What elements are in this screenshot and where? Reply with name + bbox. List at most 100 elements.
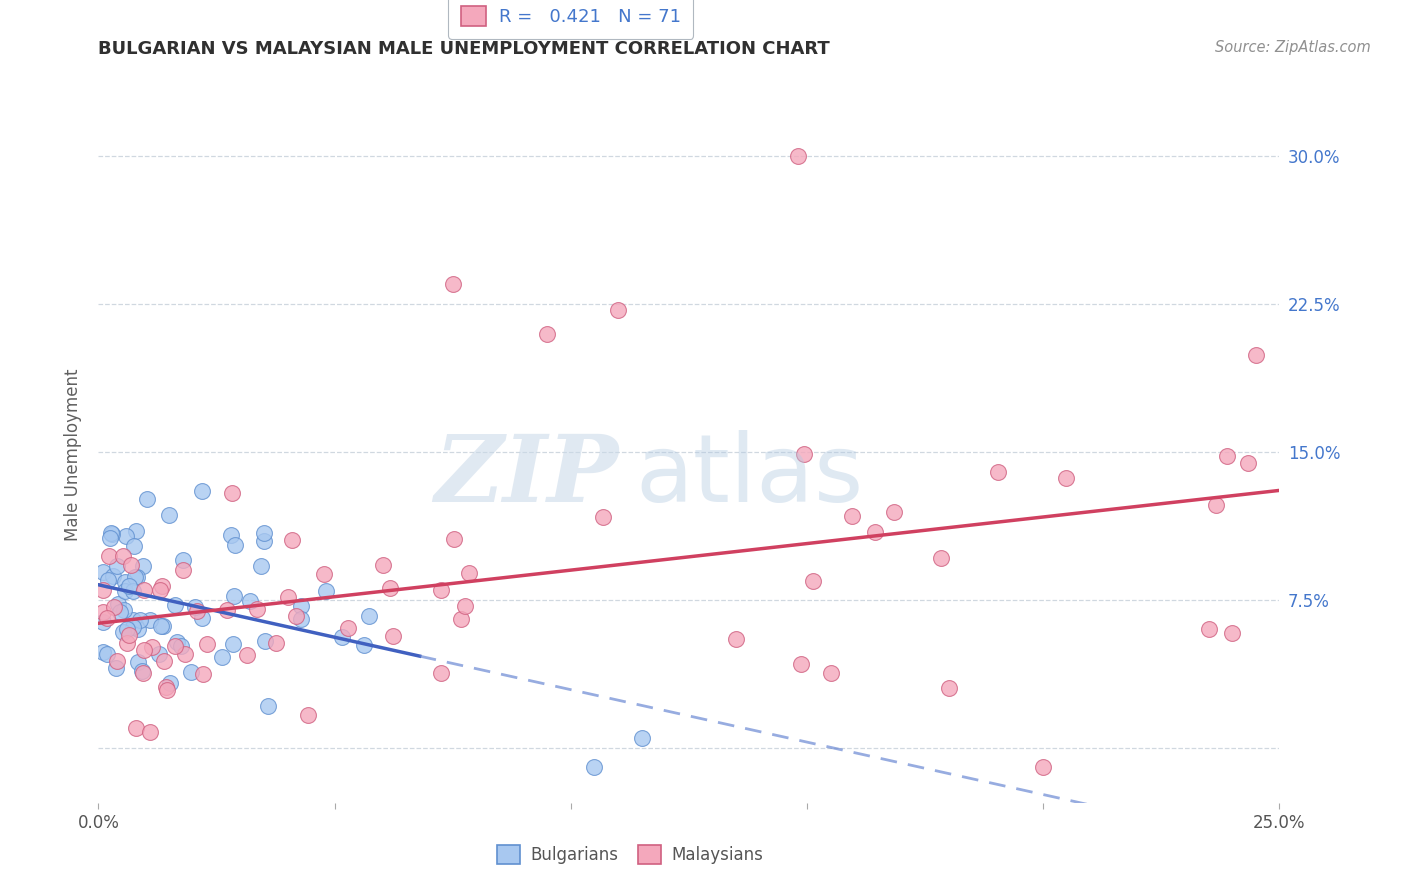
Point: [373, 558, 395, 573]
Point: [127, 622, 149, 636]
Point: [186, 604, 208, 618]
Point: [91, 645, 114, 659]
Point: [536, 326, 558, 341]
Point: [105, 660, 128, 674]
Point: [786, 149, 808, 163]
Point: [91, 615, 114, 629]
Point: [793, 447, 815, 461]
Point: [114, 575, 136, 590]
Point: [281, 533, 304, 548]
Point: [91, 565, 114, 579]
Point: [124, 569, 146, 583]
Point: [166, 634, 188, 648]
Point: [107, 597, 129, 611]
Point: [191, 484, 214, 499]
Point: [382, 629, 405, 643]
Point: [607, 303, 630, 318]
Point: [105, 654, 128, 668]
Point: [97, 549, 120, 564]
Point: [114, 583, 136, 598]
Point: [112, 625, 135, 640]
Point: [170, 639, 193, 653]
Text: ZIP: ZIP: [434, 431, 619, 521]
Point: [215, 602, 238, 616]
Y-axis label: Male Unemployment: Male Unemployment: [65, 368, 83, 541]
Point: [139, 614, 162, 628]
Point: [122, 539, 145, 553]
Point: [103, 599, 125, 614]
Point: [98, 531, 121, 545]
Point: [195, 637, 218, 651]
Point: [1054, 471, 1077, 485]
Point: [97, 574, 120, 588]
Point: [117, 622, 139, 636]
Point: [1220, 626, 1243, 640]
Legend: Bulgarians, Malaysians: Bulgarians, Malaysians: [489, 838, 770, 871]
Point: [131, 664, 153, 678]
Point: [239, 594, 262, 608]
Point: [190, 611, 212, 625]
Point: [264, 636, 287, 650]
Point: [91, 606, 114, 620]
Point: [148, 647, 170, 661]
Point: [96, 611, 118, 625]
Point: [236, 648, 259, 662]
Point: [152, 654, 174, 668]
Text: Source: ZipAtlas.com: Source: ZipAtlas.com: [1215, 40, 1371, 55]
Point: [165, 639, 187, 653]
Point: [297, 707, 319, 722]
Point: [150, 619, 173, 633]
Point: [127, 655, 149, 669]
Point: [112, 549, 135, 563]
Point: [430, 666, 453, 681]
Point: [314, 567, 336, 582]
Point: [865, 525, 887, 540]
Point: [801, 574, 824, 588]
Point: [457, 566, 479, 580]
Point: [253, 633, 276, 648]
Point: [134, 643, 156, 657]
Point: [883, 506, 905, 520]
Point: [121, 613, 143, 627]
Point: [841, 509, 863, 524]
Point: [290, 612, 312, 626]
Point: [222, 637, 245, 651]
Point: [450, 612, 472, 626]
Point: [155, 680, 177, 694]
Point: [156, 683, 179, 698]
Point: [285, 609, 308, 624]
Point: [135, 492, 157, 507]
Point: [583, 760, 606, 774]
Point: [91, 583, 114, 598]
Point: [125, 721, 148, 735]
Point: [150, 579, 173, 593]
Point: [1237, 456, 1260, 470]
Point: [132, 559, 155, 574]
Point: [125, 524, 148, 538]
Point: [1032, 760, 1054, 774]
Point: [180, 665, 202, 679]
Point: [219, 527, 242, 541]
Point: [191, 667, 214, 681]
Point: [132, 665, 155, 680]
Text: BULGARIAN VS MALAYSIAN MALE UNEMPLOYMENT CORRELATION CHART: BULGARIAN VS MALAYSIAN MALE UNEMPLOYMENT…: [98, 40, 830, 58]
Point: [122, 583, 145, 598]
Point: [120, 558, 142, 573]
Point: [105, 559, 128, 574]
Point: [163, 598, 186, 612]
Point: [330, 630, 353, 644]
Point: [211, 650, 233, 665]
Point: [630, 731, 652, 745]
Point: [1198, 623, 1220, 637]
Point: [96, 647, 118, 661]
Point: [159, 676, 181, 690]
Point: [249, 558, 271, 573]
Point: [149, 582, 172, 597]
Point: [112, 603, 135, 617]
Point: [114, 528, 136, 542]
Point: [257, 698, 280, 713]
Point: [253, 533, 276, 548]
Point: [441, 277, 464, 292]
Point: [221, 486, 243, 500]
Point: [1244, 348, 1267, 362]
